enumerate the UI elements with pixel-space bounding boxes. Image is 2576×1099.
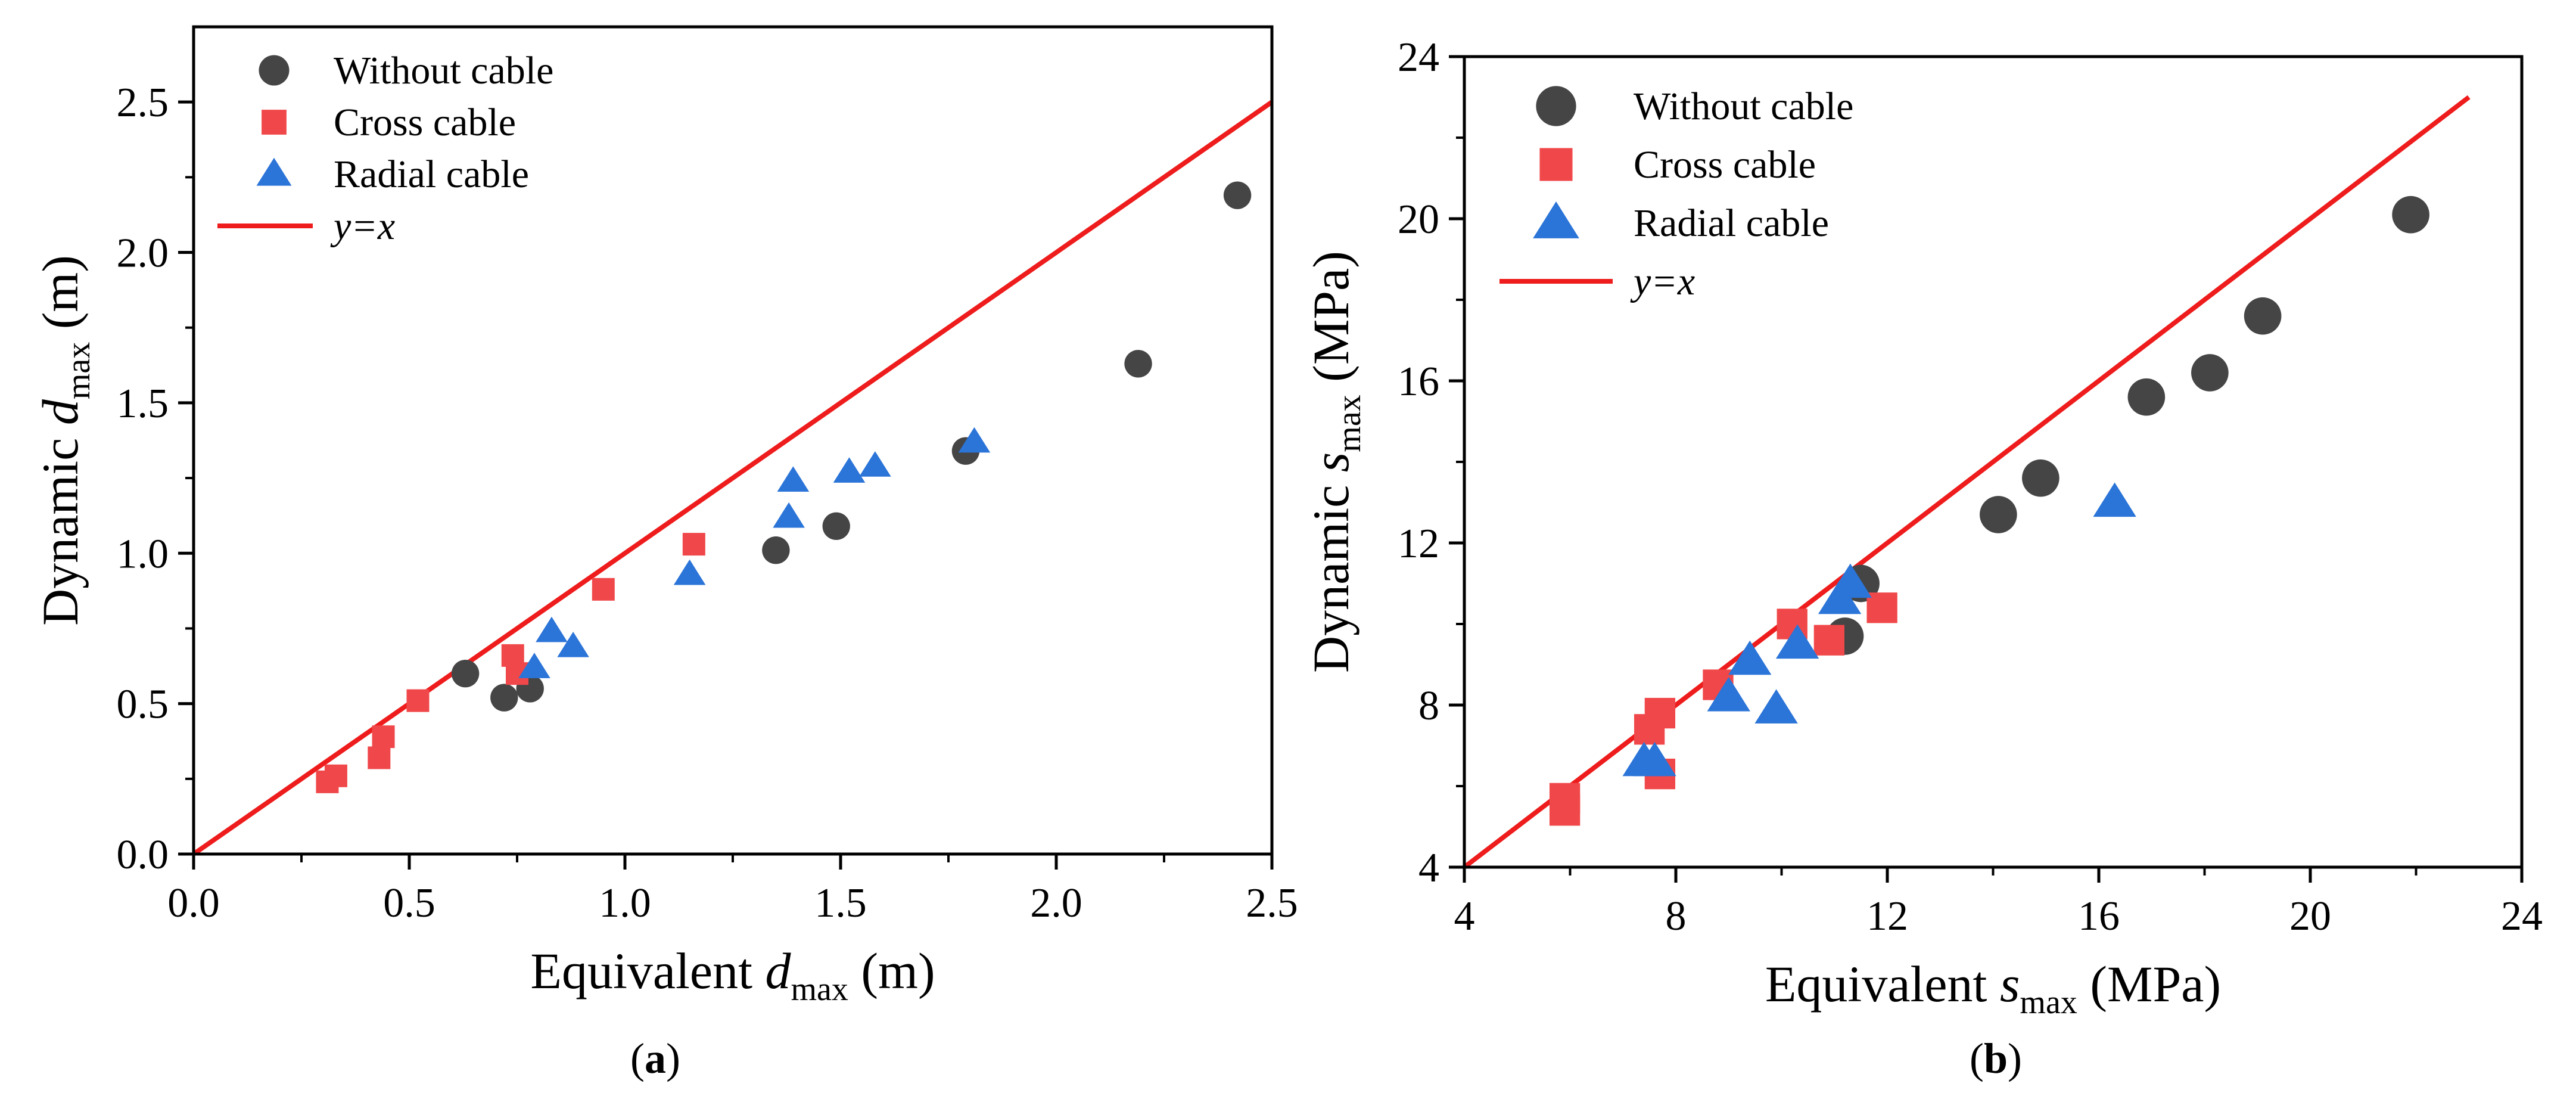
data-point-square [1866,592,1897,623]
y-tick-label: 24 [1398,35,1439,80]
x-tick-label: 24 [2501,893,2543,939]
data-point-circle [2127,378,2166,416]
x-tick-label: 2.5 [1246,880,1298,926]
series-cross-cable [316,533,705,793]
plot-frame [192,25,1274,856]
y-tick-label: 12 [1398,521,1439,567]
x-tick-label: 1.5 [814,880,867,926]
data-point-triangle [773,502,805,528]
panel-label: (a) [630,1035,680,1082]
data-point-triangle [1707,676,1750,712]
y-tick-label: 8 [1418,683,1439,729]
data-point-circle [2022,459,2059,497]
x-tick-label: 4 [1454,893,1475,939]
data-point-circle [762,536,790,564]
data-point-square [372,725,395,749]
legend-label: Without cable [334,49,553,92]
data-point-square [682,533,705,556]
data-point-square [1644,697,1676,729]
x-tick-label: 2.0 [1030,880,1082,926]
data-point-triangle [518,653,550,678]
legend-marker-triangle [1533,201,1579,238]
data-point-triangle [777,466,810,492]
legend-label: y=x [330,204,395,248]
data-point-triangle [859,451,891,477]
data-point-square [592,578,615,601]
legend-marker-triangle [256,157,292,186]
data-point-circle [2191,354,2229,392]
data-point-circle [1980,496,2017,533]
y-tick-label: 0.5 [117,682,169,728]
y-axis-title: Dynamic dmax (m) [32,255,97,626]
reference-line-y-equals-x [1464,95,2471,867]
data-point-square [368,746,391,769]
data-point-square [324,764,347,787]
data-point-triangle [2093,482,2136,517]
data-point-triangle [673,559,706,585]
data-point-circle [490,684,518,712]
x-tick-label: 0.0 [167,880,220,926]
x-axis-title: Equivalent dmax (m) [530,942,935,1008]
legend-label: Cross cable [334,101,516,144]
legend-marker-circle [259,55,290,86]
data-point-triangle [557,631,589,657]
y-tick-label: 20 [1398,197,1439,243]
x-tick-label: 8 [1666,893,1687,939]
chart-panel-a: 0.0 0.5 1.0 1.5 2.0 2.5 0.0 0.5 1.0 1.5 2.0 2.5 Equi… [32,25,1298,1082]
data-point-circle [1223,181,1252,209]
data-point-square [406,689,430,712]
y-tick-label: 2.5 [117,80,169,126]
data-point-triangle [958,427,991,453]
series-radial-cable [518,427,991,678]
series-without-cable [451,181,1252,712]
legend-marker-square [262,110,287,135]
y-tick-label: 16 [1398,359,1439,405]
x-tick-label: 20 [2289,893,2331,939]
y-tick-label: 2.0 [117,231,169,277]
series-without-cable [1826,195,2429,655]
data-point-triangle [1633,741,1676,777]
legend-label: Radial cable [334,153,529,196]
data-point-square [1813,625,1845,656]
y-axis-title: Dynamic smax (MPa) [1302,251,1368,673]
data-point-circle [822,512,850,541]
data-point-circle [451,659,480,688]
x-tick-label: 1.0 [599,880,651,926]
x-tick-label: 12 [1866,893,1908,939]
x-axis-title: Equivalent smax (MPa) [1765,955,2221,1021]
data-point-triangle [1754,689,1798,724]
legend-marker-square [1539,148,1573,181]
legend: Without cable Cross cable Radial cable y=x [217,49,553,248]
data-point-circle [2392,195,2429,234]
data-point-triangle [536,616,568,642]
legend-label: y=x [1630,260,1695,303]
data-point-triangle [1728,640,1772,675]
data-point-triangle [1828,563,1872,598]
x-tick-label: 0.5 [383,880,435,926]
legend-marker-circle [1536,86,1576,126]
x-tick-label: 16 [2078,893,2120,939]
series-radial-cable [1622,482,2136,777]
legend: Without cable Cross cable Radial cable y=x [1499,85,1853,303]
data-point-square [1549,783,1581,814]
legend-label: Radial cable [1634,201,1829,245]
data-point-triangle [833,457,866,483]
y-tick-label: 1.0 [117,531,169,577]
data-point-circle [2244,297,2282,335]
y-tick-label: 0.0 [117,832,169,878]
y-tick-label: 1.5 [117,381,169,427]
data-point-circle [1124,350,1152,378]
panel-label: (b) [1970,1035,2022,1082]
y-tick-label: 4 [1418,845,1439,891]
data-point-triangle [1775,624,1819,659]
chart-panel-b: 4 8 12 16 20 24 4 8 12 16 20 24 Equivalent smax (MPa… [1302,35,2543,1082]
legend-label: Cross cable [1634,143,1816,187]
legend-label: Without cable [1634,85,1853,128]
